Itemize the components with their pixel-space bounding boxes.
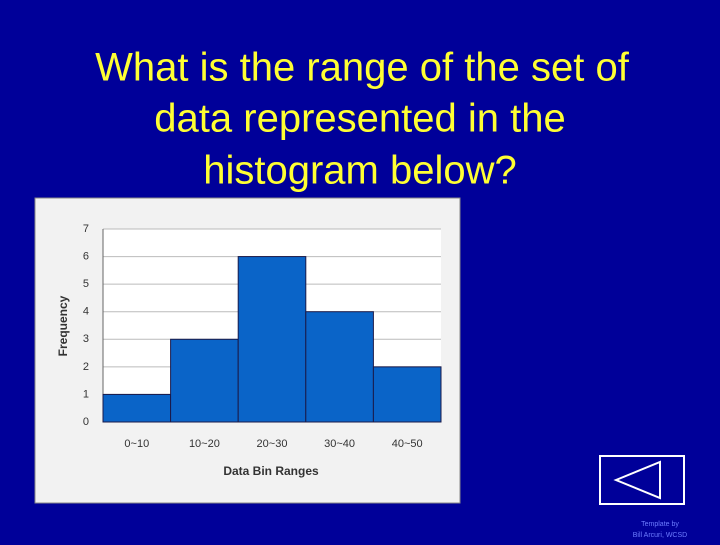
credit: Template by (641, 521, 679, 528)
bar (372, 366, 442, 423)
x-tick-label: 20~30 (257, 438, 288, 450)
question: What is the range of the set of data rep… (95, 46, 630, 193)
x-axis-label: Data Bin Ranges (223, 464, 319, 478)
x-tick-label: 40~50 (392, 438, 423, 450)
y-tick-label: 7 (83, 223, 89, 235)
y-tick-label: 1 (83, 388, 89, 400)
back-arrow (613, 460, 661, 500)
question-line: data represented in the (154, 97, 565, 141)
x-tick-label: 10~20 (189, 438, 220, 450)
y-tick-label: 4 (83, 306, 89, 318)
x-tick-label: 0~10 (124, 438, 149, 450)
y-axis-label: Frequency (56, 295, 70, 356)
y-tick-label: 6 (83, 250, 89, 262)
y-tick-label: 2 (83, 361, 89, 373)
y-tick-label: 3 (83, 333, 89, 345)
question-line: histogram below? (203, 149, 517, 193)
bar (170, 338, 239, 423)
y-tick-label: 0 (83, 416, 89, 428)
bar (305, 311, 374, 423)
question-line: What is the range of the set of (95, 46, 630, 90)
credit: Bill Arcuri, WCSD (633, 532, 687, 539)
y-tick-label: 5 (83, 278, 89, 290)
x-tick-label: 30~40 (324, 438, 355, 450)
back-button[interactable] (599, 455, 685, 505)
bar (237, 256, 307, 423)
bar (102, 393, 172, 423)
chart: 0 1 2 3 4 5 6 7 0~10 10~20 20~30 30~40 40~50 (83, 223, 442, 450)
